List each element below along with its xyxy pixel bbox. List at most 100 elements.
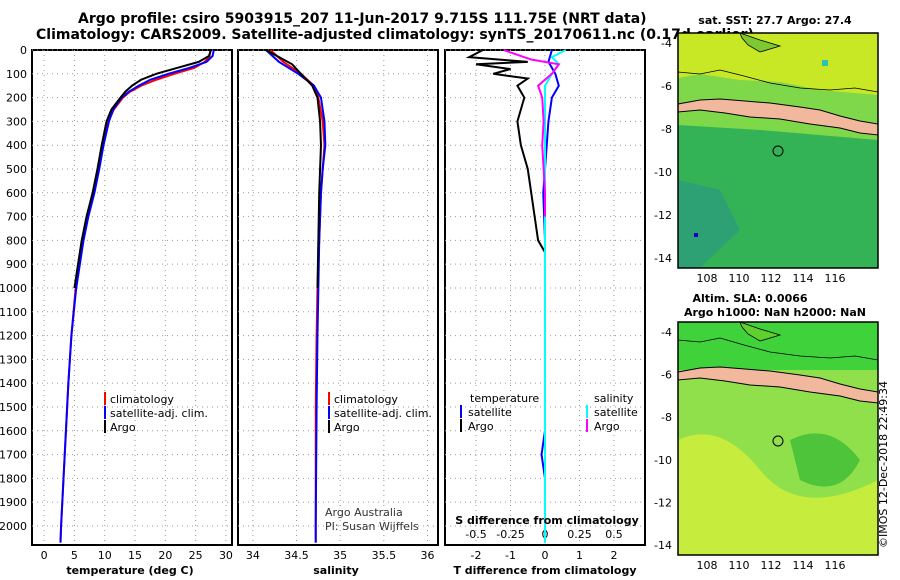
sst-map-title: sat. SST: 27.7 Argo: 27.4	[698, 14, 852, 27]
sst-land-borneo	[739, 32, 782, 53]
x-tick-label: 1	[576, 549, 583, 562]
map-lat-tick: -14	[654, 252, 672, 265]
x-tick-label: 5	[71, 549, 78, 562]
legend-satellite-s: satellite-adj. clim.	[334, 407, 432, 420]
sst-warm-north	[678, 33, 878, 95]
sla-north-green	[678, 322, 878, 370]
map-lon-tick: 110	[729, 272, 750, 285]
legend-s-argo: Argo	[594, 420, 620, 433]
sla-south-yellow	[678, 434, 878, 555]
map-lat-tick: -4	[661, 326, 672, 339]
map-lat-tick: -12	[654, 209, 672, 222]
x-tick-label: 30	[219, 549, 233, 562]
x-tick-label: 35.5	[372, 549, 397, 562]
map-lon-tick: 116	[825, 272, 846, 285]
temperature-axis-label: temperature (deg C)	[66, 564, 193, 577]
depth-tick-label: 600	[6, 187, 27, 200]
salinity-note-line1: Argo Australia	[325, 506, 403, 519]
x-tick-label: 35	[333, 549, 347, 562]
s-difference-axis-label: S difference from climatology	[455, 514, 639, 527]
depth-tick-label: 1100	[0, 306, 27, 319]
sst-cloud-pixel-2	[694, 233, 698, 237]
depth-tick-label: 800	[6, 234, 27, 247]
legend-swatch-climatology-s	[328, 392, 330, 405]
imos-credit: ©IMOS 12-Dec-2018 22:49:34	[877, 381, 890, 548]
legend-climatology: climatology	[110, 393, 174, 406]
legend-swatch-s-satellite	[586, 405, 588, 418]
salinity-note-line2: PI: Susan Wijffels	[325, 520, 419, 533]
map-lon-tick: 108	[697, 272, 718, 285]
legend-swatch-s-argo	[586, 419, 588, 432]
map-lat-tick: -6	[661, 369, 672, 382]
map-lat-tick: -8	[661, 411, 672, 424]
x-tick-label: 2	[610, 549, 617, 562]
sst-cold-patch	[678, 180, 740, 268]
x-tick-label: 34.5	[284, 549, 309, 562]
depth-tick-label: 1200	[0, 330, 27, 343]
salinity-legend: climatology satellite-adj. clim. Argo Ar…	[325, 392, 432, 533]
depth-tick-label: 1800	[0, 472, 27, 485]
depth-tick-label: 300	[6, 115, 27, 128]
map-lon-tick: 116	[825, 559, 846, 572]
legend-t-argo: Argo	[468, 420, 494, 433]
depth-tick-label: 0	[20, 44, 27, 57]
temperature-legend: climatology satellite-adj. clim. Argo	[104, 392, 208, 434]
map-lat-tick: -10	[654, 454, 672, 467]
x-tick-label: 0	[542, 549, 549, 562]
sla-argo-position-marker	[772, 435, 784, 447]
depth-tick-label: 1600	[0, 425, 27, 438]
map-lon-tick: 112	[761, 559, 782, 572]
temperature-panel-frame	[31, 49, 233, 546]
difference-legend: temperature salinity satellite Argo sate…	[460, 392, 638, 433]
depth-tick-label: 100	[6, 68, 27, 81]
s-diff-tick-label: 0.5	[605, 528, 623, 541]
series-salinity-argo	[503, 49, 561, 217]
sst-argo-position-marker	[772, 145, 784, 157]
x-tick-label: 25	[189, 549, 203, 562]
depth-tick-label: 500	[6, 163, 27, 176]
depth-tick-label: 1900	[0, 496, 27, 509]
depth-tick-label: 1300	[0, 353, 27, 366]
chart-title-line1: Argo profile: csiro 5903915_207 11-Jun-2…	[78, 11, 647, 27]
legend-climatology-s: climatology	[334, 393, 398, 406]
salinity-axis-label: salinity	[313, 564, 359, 577]
s-diff-tick-label: -0.25	[496, 528, 524, 541]
sla-map-title-line1: Altim. SLA: 0.0066	[692, 292, 807, 305]
map-lon-tick: 110	[729, 559, 750, 572]
chart-title-line2: Climatology: CARS2009. Satellite-adjuste…	[36, 27, 754, 43]
map-lon-tick: 108	[697, 559, 718, 572]
map-lon-tick: 114	[793, 272, 814, 285]
s-diff-tick-label: -0.5	[465, 528, 486, 541]
depth-tick-label: 200	[6, 92, 27, 105]
legend-swatch-t-argo	[460, 419, 462, 432]
x-tick-label: 0	[41, 549, 48, 562]
series-satellite-adj-clim-	[59, 49, 215, 543]
legend-swatch-argo-s	[328, 420, 330, 433]
salinity-panel-frame	[237, 49, 439, 546]
series-temperature-argo	[465, 49, 546, 253]
depth-tick-label: 700	[6, 211, 27, 224]
map-lat-tick: -14	[654, 539, 672, 552]
series-argo	[265, 49, 322, 288]
legend-swatch-climatology	[104, 392, 106, 405]
map-lat-tick: -4	[661, 37, 672, 50]
legend-swatch-t-satellite	[460, 405, 462, 418]
depth-tick-label: 1700	[0, 449, 27, 462]
depth-tick-label: 2000	[0, 520, 27, 533]
sla-dark-patch	[790, 433, 860, 487]
legend-temperature-heading: temperature	[470, 392, 539, 405]
sla-coast-north	[677, 337, 879, 361]
series-argo	[73, 49, 212, 289]
legend-swatch-satellite-s	[328, 406, 330, 419]
map-lat-tick: -8	[661, 123, 672, 136]
t-difference-axis-label: T difference from climatology	[453, 564, 636, 577]
sst-map	[677, 32, 879, 269]
x-tick-label: -2	[471, 549, 482, 562]
x-tick-label: -1	[505, 549, 516, 562]
legend-t-satellite: satellite	[468, 406, 512, 419]
legend-swatch-argo	[104, 420, 106, 433]
depth-tick-label: 400	[6, 139, 27, 152]
sla-map	[677, 321, 879, 556]
x-tick-label: 20	[158, 549, 172, 562]
